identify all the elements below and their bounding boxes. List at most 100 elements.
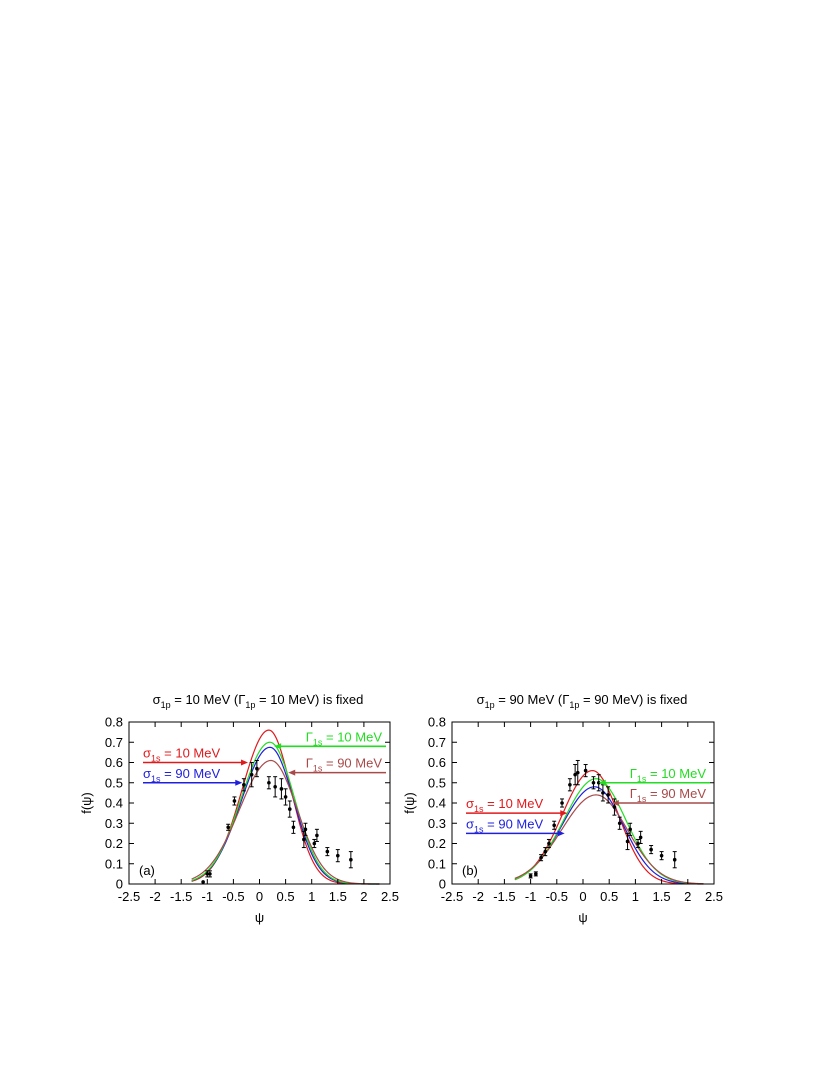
x-tick-label: -1.5 [493,889,515,904]
x-tick-label: 0.5 [600,889,618,904]
data-point [226,823,231,831]
data-point [249,762,254,788]
x-tick-label: -1 [202,889,214,904]
data-point [567,778,572,792]
y-tick-label: 0.2 [105,836,123,851]
data-marker [312,841,317,846]
data-point [303,822,308,836]
data-marker [568,782,572,787]
data-point [600,784,605,802]
data-marker [560,801,564,805]
data-point [672,851,677,869]
x-tick-label: 0.5 [277,889,295,904]
annotation-arrow-head [560,810,568,817]
x-tick-label: 2 [360,889,367,904]
data-marker [336,853,340,858]
data-marker [636,841,640,846]
annotation-label: Γ1s = 10 MeV [630,766,707,784]
data-point [325,847,330,857]
data-point [348,851,353,869]
panel-label: (a) [139,863,155,878]
data-marker [242,782,246,787]
series-annotation-0: σ1s = 10 MeV [143,746,249,766]
y-tick-label: 0.4 [428,796,446,811]
data-point [591,776,596,790]
data-marker [573,772,577,777]
data-marker [638,835,643,840]
series-line-3 [191,759,380,885]
x-tick-label: -0.5 [546,889,568,904]
data-marker [291,825,296,830]
data-marker [283,795,288,799]
data-marker [575,770,580,775]
data-marker [279,787,284,791]
data-marker [649,847,653,852]
data-marker [201,880,205,884]
data-marker [583,768,588,773]
data-marker [325,849,330,854]
y-tick-label: 0.1 [105,856,123,871]
data-point [539,854,544,862]
annotation-label: Γ1s = 10 MeV [306,729,383,747]
data-marker [612,805,617,809]
panel-label: (b) [462,863,478,878]
x-tick-label: -2.5 [118,889,140,904]
data-point [528,873,533,879]
y-tick-label: 0.5 [105,775,123,790]
y-tick-label: 0.7 [105,735,123,750]
annotation-arrow-head [557,830,565,837]
data-marker [303,827,308,832]
data-marker [672,857,677,862]
x-tick-label: -1.5 [170,889,192,904]
data-marker [625,839,630,844]
series-annotation-1: σ1s = 90 MeV [466,816,565,837]
annotation-label: σ1s = 10 MeV [143,746,220,764]
data-marker [617,821,622,826]
data-point [543,847,548,857]
data-point [659,851,664,861]
data-marker [606,793,610,797]
data-marker [528,874,533,878]
data-point [205,870,210,878]
y-axis-label: f(ψ) [402,792,417,814]
annotation-label: σ1s = 10 MeV [466,796,543,814]
annotation-arrow-head [235,779,243,786]
data-marker [226,825,230,830]
annotation-arrow-head [274,743,282,750]
data-point [273,776,278,798]
data-marker [302,837,306,842]
x-tick-label: -2 [149,889,161,904]
data-marker [591,780,596,785]
data-point [625,832,630,851]
data-marker [552,823,556,828]
data-point [583,764,588,778]
y-tick-label: 0.6 [105,755,123,770]
x-tick-label: 0 [579,889,586,904]
data-point [612,798,617,816]
data-point [312,838,317,849]
y-axis-label: f(ψ) [79,792,94,814]
annotation-arrow-head [241,759,249,766]
data-point [232,796,237,806]
annotation-label: Γ1s = 90 MeV [630,786,707,804]
data-point [649,845,654,855]
data-point [552,820,557,830]
series-annotation-3: Γ1s = 90 MeV [611,786,710,806]
data-marker [255,766,259,771]
x-tick-label: 1 [308,889,315,904]
data-point [287,800,292,818]
data-point [279,778,284,800]
data-marker [208,872,212,876]
data-point [201,880,205,884]
x-axis-label: ψ [255,910,264,925]
y-tick-label: 0.8 [105,715,123,730]
panel-title: σ1p = 10 MeV (Γ1p = 10 MeV) is fixed [153,692,364,710]
data-marker [628,827,632,832]
series-annotation-1: σ1s = 90 MeV [143,766,243,786]
data-point [606,786,611,804]
data-point [575,759,580,786]
data-marker [315,833,319,838]
y-tick-label: 0.1 [428,856,446,871]
data-marker [601,791,605,795]
